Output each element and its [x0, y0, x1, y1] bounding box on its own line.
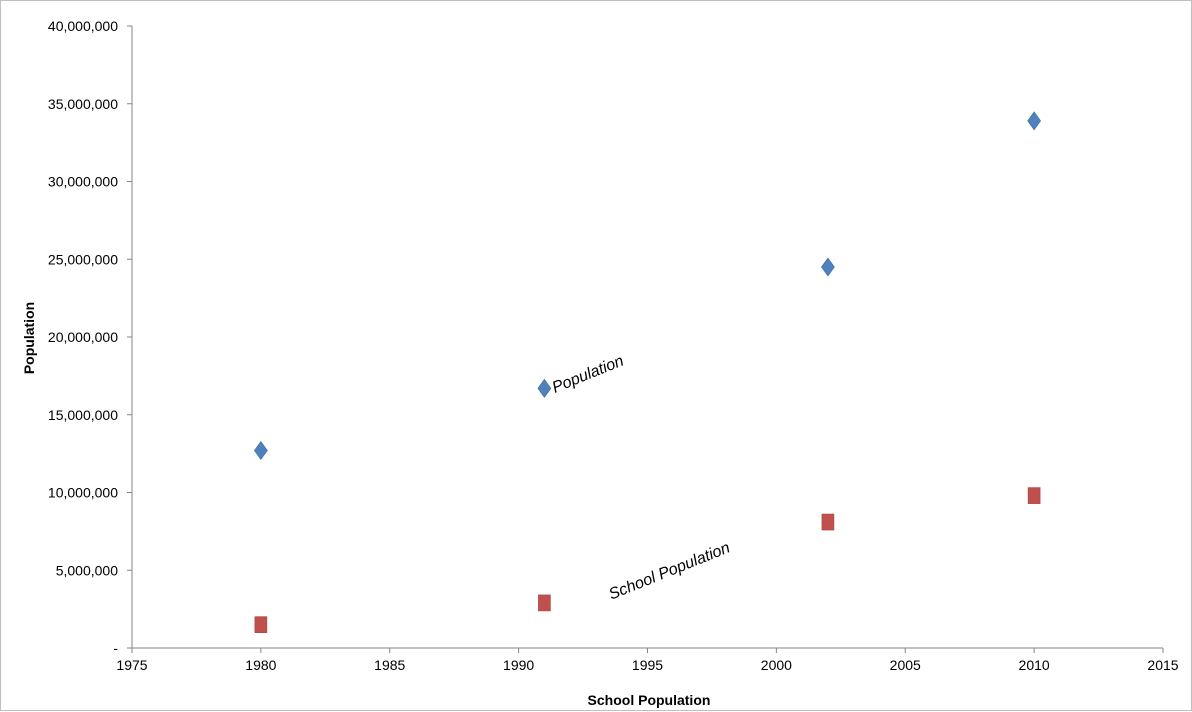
diamond-point — [254, 441, 268, 461]
annotation-label: School Population — [607, 539, 733, 603]
series-1 — [254, 111, 1041, 461]
y-tick-label: 10,000,000 — [48, 485, 118, 501]
x-tick-label: 2015 — [1147, 657, 1178, 673]
y-tick-label: - — [113, 640, 118, 656]
square-point — [1027, 487, 1041, 504]
diamond-point — [821, 257, 835, 277]
annotation-label: Population — [550, 353, 627, 397]
square-point — [538, 594, 551, 612]
y-tick-label: 20,000,000 — [48, 329, 118, 345]
y-tick-label: 5,000,000 — [56, 562, 118, 578]
y-tick-label: 25,000,000 — [48, 251, 118, 267]
x-tick-label: 1985 — [374, 657, 405, 673]
y-tick-label: 40,000,000 — [48, 18, 118, 34]
square-point — [254, 616, 268, 633]
y-tick-label: 30,000,000 — [48, 174, 118, 190]
diamond-point — [537, 378, 552, 398]
y-tick-label: 15,000,000 — [48, 407, 118, 423]
x-tick-label: 1980 — [245, 657, 276, 673]
y-axis-ticks: - 5,000,000 10,000,000 15,000,000 20,000,000… — [48, 18, 132, 656]
x-tick-label: 1995 — [632, 657, 663, 673]
y-axis-title: Population — [21, 302, 37, 374]
series-2 — [254, 487, 1041, 633]
x-tick-label: 2010 — [1019, 657, 1050, 673]
plot-area: - 5,000,000 10,000,000 15,000,000 20,000,000… — [48, 18, 1179, 673]
annotation-layer: Population School Population — [550, 353, 733, 604]
x-tick-label: 1990 — [503, 657, 534, 673]
y-tick-label: 35,000,000 — [48, 96, 118, 112]
series-layer — [254, 111, 1041, 633]
x-tick-label: 2005 — [890, 657, 921, 673]
square-point — [821, 513, 835, 531]
x-tick-label: 2000 — [761, 657, 792, 673]
diamond-point — [1027, 111, 1041, 131]
x-tick-label: 1975 — [116, 657, 147, 673]
x-axis-ticks: 1975 1980 1985 1990 1995 2000 2005 2010 2015 — [116, 648, 1179, 673]
x-axis-title: School Population — [588, 692, 711, 708]
